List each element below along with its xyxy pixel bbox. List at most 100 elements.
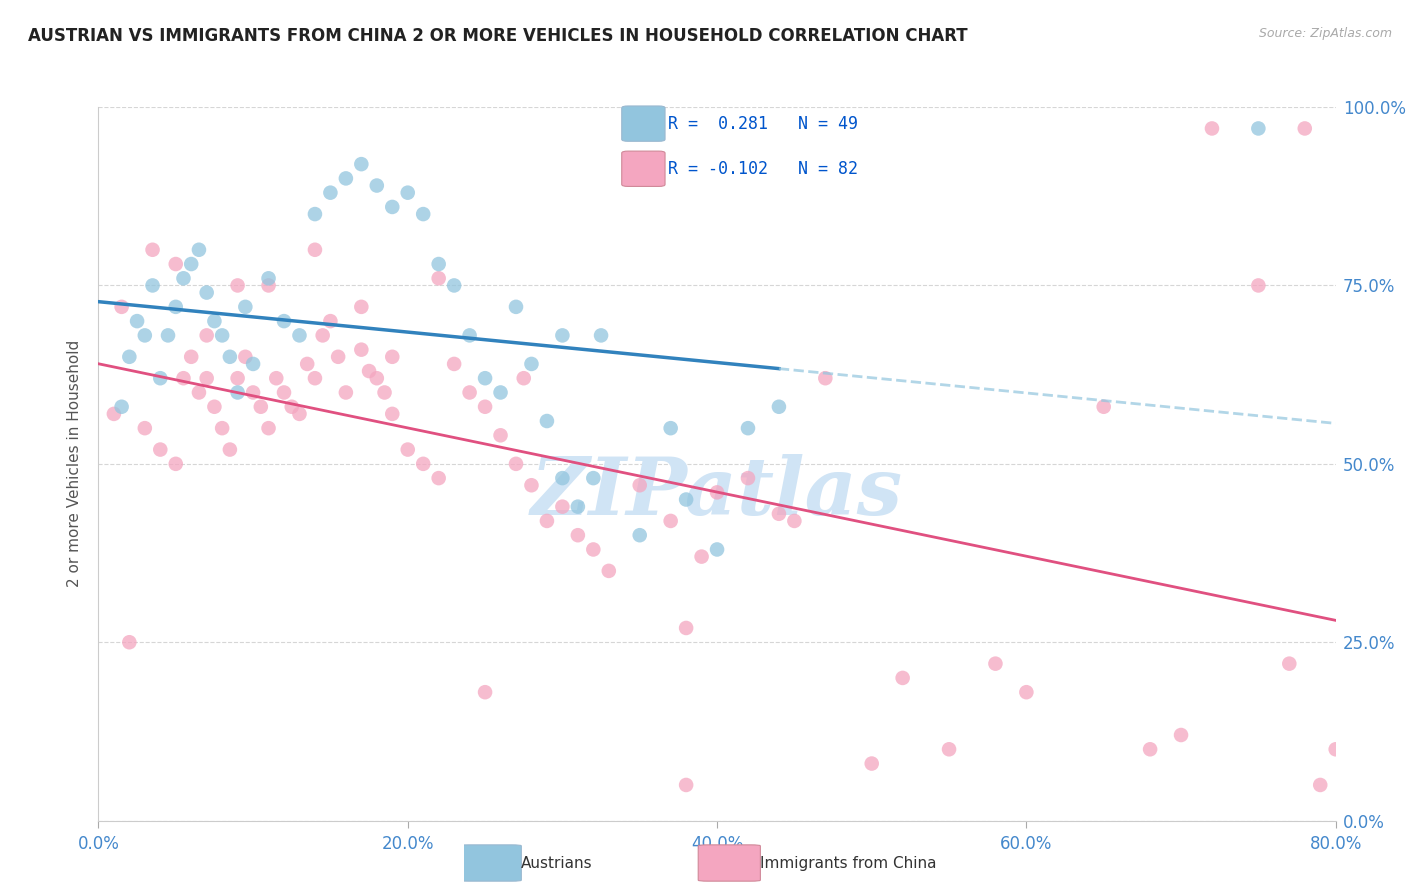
Point [165,457,187,471]
Point [350,343,373,357]
Point [737,421,759,435]
Point [567,528,589,542]
Point [551,500,574,514]
Text: ZIPatlas: ZIPatlas [531,454,903,531]
Point [1201,121,1223,136]
Point [204,400,226,414]
Point [335,385,357,400]
Text: Immigrants from China: Immigrants from China [761,855,936,871]
Point [297,357,319,371]
Point [173,371,195,385]
Point [242,357,264,371]
Point [250,400,273,414]
Point [675,621,697,635]
Point [675,492,697,507]
Point [195,371,218,385]
Point [551,328,574,343]
Point [783,514,806,528]
Point [474,371,496,385]
Point [359,364,381,378]
Point [659,421,682,435]
Point [350,157,373,171]
Point [1294,121,1316,136]
Point [319,314,342,328]
Point [474,400,496,414]
Point [412,457,434,471]
Point [427,471,450,485]
FancyBboxPatch shape [621,151,665,186]
Point [1247,121,1270,136]
Point [111,300,134,314]
Point [1139,742,1161,756]
Point [768,400,790,414]
Point [1309,778,1331,792]
Point [111,400,134,414]
Point [188,385,211,400]
Point [142,278,165,293]
Point [134,328,156,343]
Point [219,442,242,457]
Point [381,350,404,364]
Point [891,671,914,685]
Point [1247,278,1270,293]
Point [149,442,172,457]
Point [1324,742,1347,756]
Point [134,421,156,435]
Point [281,400,304,414]
Point [157,328,180,343]
Point [235,300,257,314]
Point [165,300,187,314]
Point [520,357,543,371]
Point [288,328,311,343]
Point [103,407,125,421]
Text: R =  0.281   N = 49: R = 0.281 N = 49 [668,115,858,133]
Point [938,742,960,756]
Point [474,685,496,699]
Point [675,778,697,792]
Point [412,207,434,221]
Point [427,257,450,271]
Point [304,243,326,257]
Text: AUSTRIAN VS IMMIGRANTS FROM CHINA 2 OR MORE VEHICLES IN HOUSEHOLD CORRELATION CH: AUSTRIAN VS IMMIGRANTS FROM CHINA 2 OR M… [28,27,967,45]
Point [1092,400,1115,414]
Point [273,385,295,400]
Point [180,257,202,271]
Point [489,428,512,442]
Point [188,243,211,257]
Text: R = -0.102   N = 82: R = -0.102 N = 82 [668,160,858,178]
Point [443,278,465,293]
Point [312,328,335,343]
Point [582,542,605,557]
Point [628,478,651,492]
Point [706,485,728,500]
Point [536,414,558,428]
Point [127,314,149,328]
Point [149,371,172,385]
Point [257,271,280,285]
Point [288,407,311,421]
Point [195,328,218,343]
Point [257,421,280,435]
Point [118,350,141,364]
Point [489,385,512,400]
Point [396,442,419,457]
Point [768,507,790,521]
Point [598,564,620,578]
Point [520,478,543,492]
FancyBboxPatch shape [460,845,522,881]
Point [443,357,465,371]
Point [814,371,837,385]
Point [350,300,373,314]
Point [984,657,1007,671]
Point [226,385,249,400]
Point [458,385,481,400]
Point [706,542,728,557]
Point [513,371,536,385]
Point [737,471,759,485]
Point [659,514,682,528]
Point [180,350,202,364]
Point [591,328,613,343]
Point [304,207,326,221]
Point [226,278,249,293]
FancyBboxPatch shape [699,845,761,881]
